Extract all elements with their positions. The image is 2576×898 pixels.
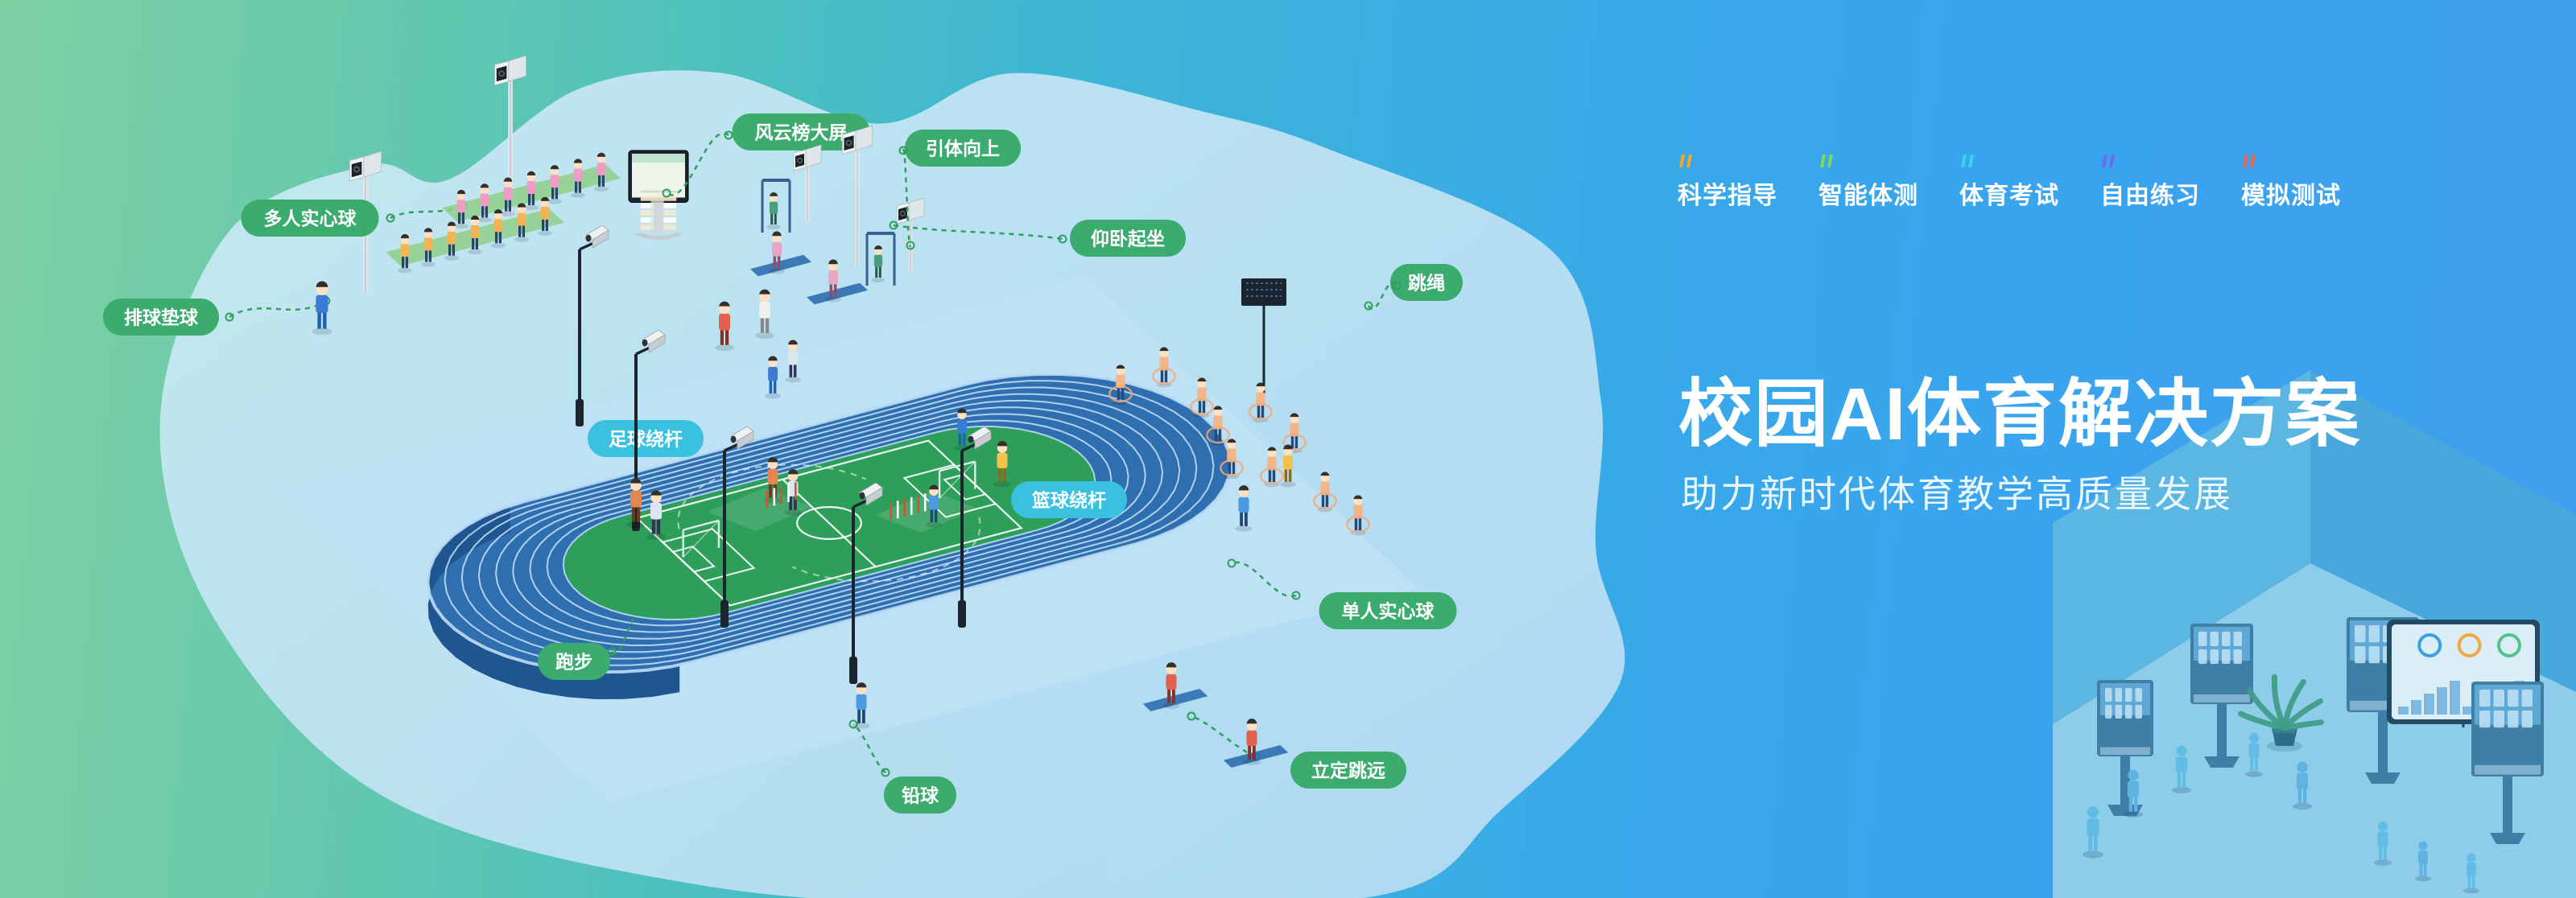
svg-text:仰卧起坐: 仰卧起坐 (1091, 228, 1165, 249)
svg-text:跑步: 跑步 (555, 651, 592, 672)
svg-text:跳绳: 跳绳 (1408, 272, 1445, 293)
svg-text:铅球: 铅球 (902, 785, 939, 805)
svg-text:引体向上: 引体向上 (926, 138, 1000, 159)
svg-text:立定跳远: 立定跳远 (1311, 760, 1385, 781)
svg-text:篮球绕杆: 篮球绕杆 (1031, 489, 1106, 510)
svg-text:多人实心球: 多人实心球 (264, 208, 357, 229)
svg-text:排球垫球: 排球垫球 (124, 307, 199, 327)
svg-text:风云榜大屏: 风云榜大屏 (755, 122, 848, 142)
svg-text:单人实心球: 单人实心球 (1342, 600, 1435, 621)
svg-text:足球绕杆: 足球绕杆 (609, 428, 683, 449)
